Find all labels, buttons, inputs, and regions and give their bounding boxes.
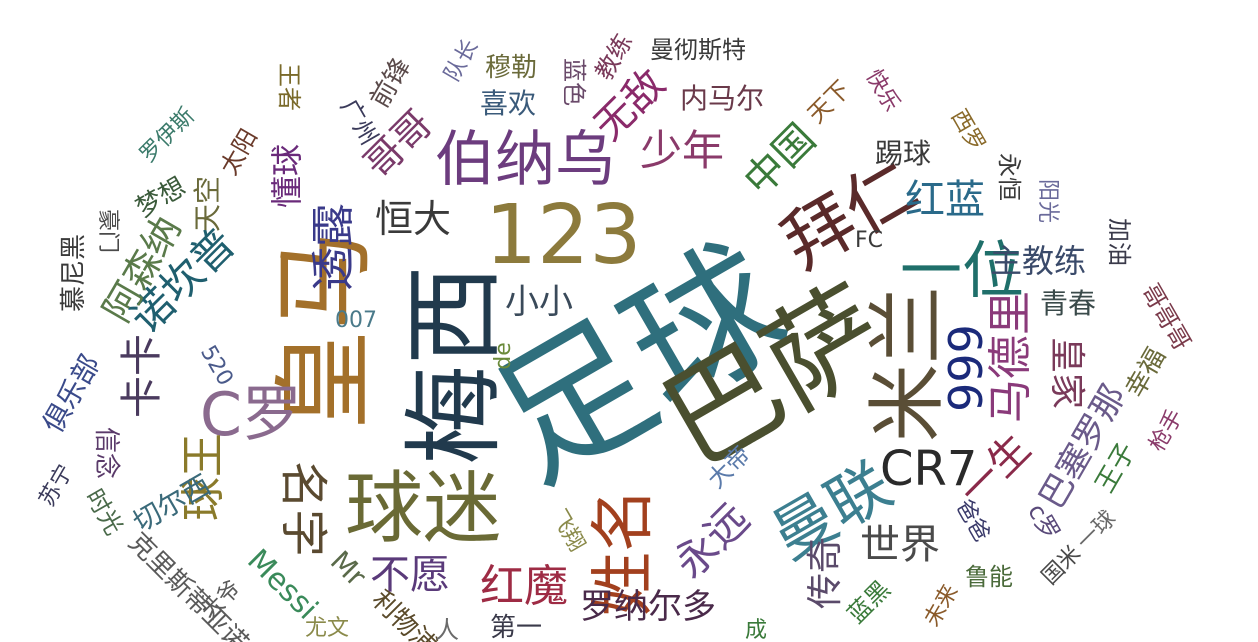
- cloud-word: 007: [335, 308, 377, 333]
- cloud-word: 曼彻斯特: [650, 36, 746, 64]
- cloud-word: 西罗: [945, 105, 990, 157]
- cloud-word: 懂球: [268, 143, 307, 209]
- cloud-word: 成: [745, 618, 768, 642]
- cloud-word: 传奇: [805, 536, 847, 610]
- cloud-word: 苏宁: [34, 460, 79, 512]
- cloud-word: 蓝黑: [842, 575, 896, 629]
- cloud-word: 梦想: [130, 172, 192, 224]
- cloud-word: 不愿: [370, 552, 450, 598]
- cloud-word: 鲁能: [965, 563, 1013, 591]
- cloud-word: 踢球: [875, 137, 932, 170]
- cloud-word: 天空: [191, 175, 225, 233]
- cloud-word: 内马尔: [680, 82, 765, 115]
- cloud-word: 阳光: [1035, 178, 1061, 224]
- cloud-word: 永恒: [995, 153, 1023, 201]
- cloud-word: 红魔: [480, 561, 568, 612]
- cloud-word: 罗纳尔多: [580, 587, 716, 627]
- cloud-word: 名字: [275, 460, 332, 558]
- cloud-word: 123: [485, 188, 642, 283]
- cloud-word: 慕尼黑: [59, 233, 90, 313]
- cloud-word: 蓝色: [560, 58, 588, 106]
- cloud-word: 一位: [900, 234, 1025, 307]
- cloud-word: 罗伊斯: [135, 103, 200, 168]
- cloud-word: 透露: [308, 203, 359, 291]
- cloud-word: 豪门: [95, 208, 121, 254]
- cloud-word: 第一: [490, 613, 543, 642]
- cloud-word: 信念: [91, 426, 122, 480]
- cloud-word: 国米: [1037, 541, 1087, 591]
- cloud-word: 穆勒: [485, 53, 538, 83]
- cloud-word: 666: [936, 324, 991, 412]
- cloud-word: 枪手: [1144, 405, 1189, 457]
- cloud-word: 世界: [860, 522, 940, 568]
- cloud-word: 王者: [275, 63, 303, 111]
- cloud-word: 青春: [1040, 287, 1097, 320]
- cloud-word: 少年: [640, 126, 725, 175]
- cloud-word: 幸福: [1120, 342, 1173, 404]
- cloud-word: 队长: [439, 35, 484, 87]
- cloud-word: 红蓝: [905, 177, 985, 223]
- cloud-word: 时光: [79, 484, 129, 540]
- cloud-word: 未来: [919, 580, 964, 632]
- cloud-word: 俱乐部: [36, 349, 107, 439]
- cloud-word: 米兰: [863, 285, 954, 443]
- cloud-word: 皇家: [1046, 336, 1088, 410]
- cloud-word: 恒大: [375, 197, 452, 241]
- cloud-word: 加油: [1105, 218, 1133, 266]
- cloud-word: 永远: [664, 493, 759, 588]
- cloud-word: 卡卡: [117, 333, 167, 419]
- cloud-word: 球迷: [345, 464, 502, 554]
- cloud-word: 尤文: [305, 616, 350, 641]
- cloud-word: 天下: [802, 75, 856, 129]
- cloud-word: FC: [855, 228, 884, 253]
- cloud-word: 小小: [505, 282, 573, 322]
- cloud-word: 马德里: [985, 291, 1036, 423]
- cloud-word: 飞翔: [545, 505, 590, 557]
- cloud-word: 喜欢: [480, 87, 537, 120]
- cloud-word: 人: [435, 616, 459, 642]
- cloud-word: 伯纳乌: [435, 125, 615, 195]
- cloud-word: 一球: [1072, 506, 1122, 556]
- cloud-word: CR7: [880, 441, 978, 497]
- cloud-word: 快乐: [860, 65, 905, 117]
- cloud-word: 主教练: [990, 242, 1087, 280]
- cloud-word: 太阳: [214, 124, 264, 180]
- cloud-word: de: [490, 342, 516, 370]
- cloud-word: C罗: [200, 380, 302, 450]
